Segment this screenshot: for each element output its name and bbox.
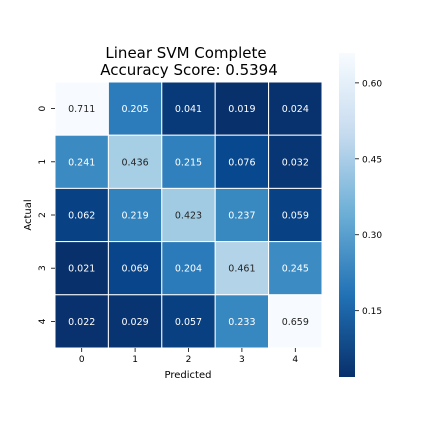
y-tick-label: 4 [38,318,48,324]
chart-title-line-1: Linear SVM Complete [105,44,266,62]
cell-value-label: 0.024 [282,104,309,115]
cell-value-label: 0.711 [68,104,95,115]
cell-value-label: 0.423 [175,211,202,222]
cell-value-label: 0.233 [228,317,255,328]
x-axis-ticks: 0 1 2 3 4 [79,348,299,365]
x-tick-label: 1 [132,355,138,365]
x-tick-label: 3 [239,355,245,365]
y-tick-label: 2 [38,212,48,218]
cell-value-label: 0.237 [228,211,255,222]
x-tick-label: 0 [79,355,85,365]
x-tick-label: 2 [186,355,192,365]
colorbar-ticks: 0.60 0.45 0.30 0.15 [355,79,382,317]
y-tick-label: 1 [38,159,48,165]
cell-value-label: 0.436 [121,157,148,168]
cell-value-label: 0.062 [68,211,95,222]
cell-value-label: 0.032 [282,157,309,168]
heatmap-cells: 0.711 0.205 0.041 0.019 0.024 0.241 0.436 0.215… [55,82,322,348]
cell-value-label: 0.659 [282,317,309,328]
x-axis-label: Predicted [165,370,212,381]
cell-value-label: 0.076 [228,157,255,168]
y-axis-ticks: 0 1 2 3 4 [38,105,55,324]
chart-title-line-2: Accuracy Score: 0.5394 [100,61,278,79]
x-tick-label: 4 [292,355,298,365]
cell-value-label: 0.241 [68,157,95,168]
cell-value-label: 0.019 [228,104,255,115]
colorbar [339,53,355,377]
y-tick-label: 3 [38,265,48,271]
cell-value-label: 0.245 [282,264,309,275]
cell-value-label: 0.069 [121,264,148,275]
cell-value-label: 0.219 [121,211,148,222]
y-axis-label: Actual [23,199,34,230]
colorbar-tick-label: 0.30 [362,231,382,241]
cell-value-label: 0.204 [175,264,202,275]
cell-value-label: 0.021 [68,264,95,275]
cell-value-label: 0.059 [282,211,309,222]
cell-value-label: 0.029 [121,317,148,328]
cell-value-label: 0.461 [228,264,255,275]
cell-value-label: 0.057 [175,317,202,328]
cell-value-label: 0.022 [68,317,95,328]
cell-value-label: 0.041 [175,104,202,115]
colorbar-tick-label: 0.60 [362,79,382,89]
colorbar-tick-label: 0.45 [362,155,382,165]
colorbar-tick-label: 0.15 [362,307,382,317]
cell-value-label: 0.205 [121,104,148,115]
y-tick-label: 0 [38,105,48,111]
cell-value-label: 0.215 [175,157,202,168]
